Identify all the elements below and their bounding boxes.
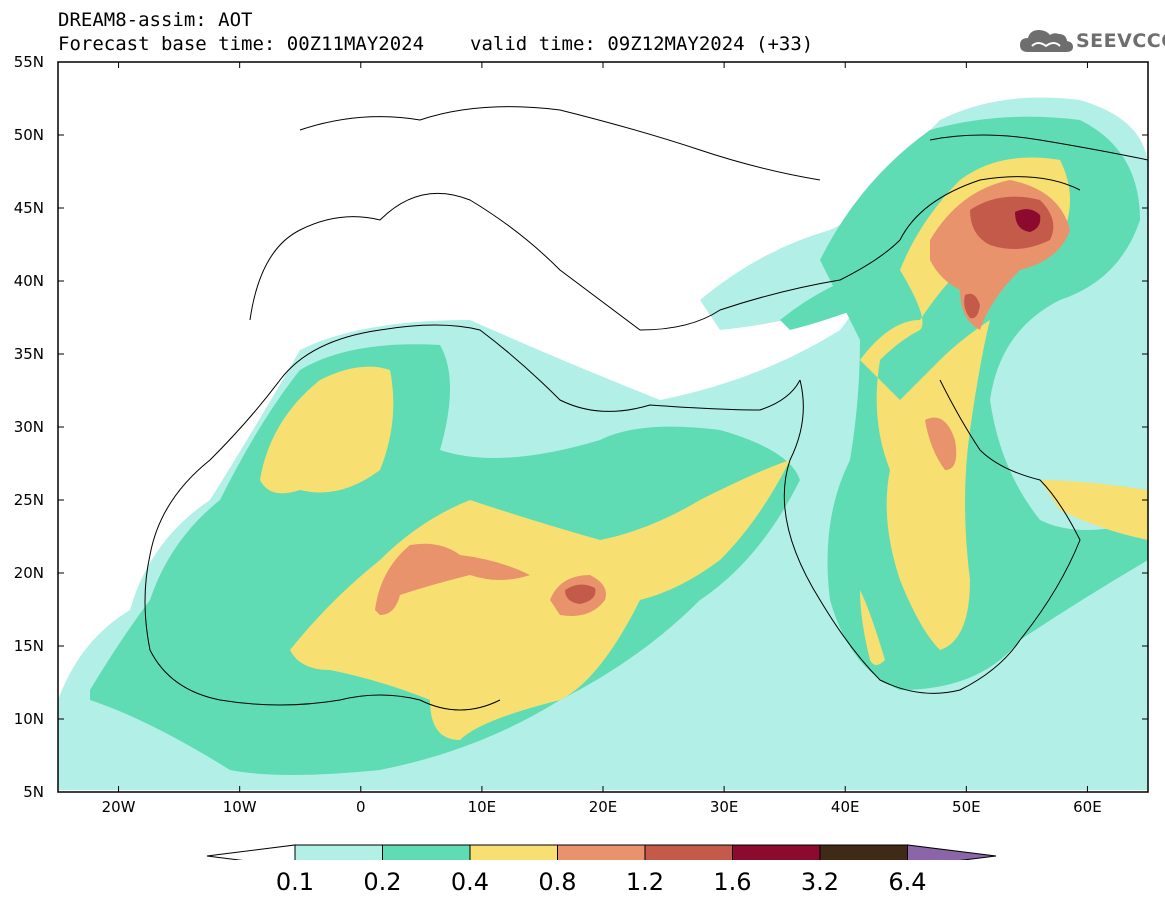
colorbar-labels: 0.1 0.2 0.4 0.8 1.2 1.6 3.2 6.4 xyxy=(0,868,1165,896)
colorbar-level-label: 0.4 xyxy=(450,868,490,896)
lat-label: 50N xyxy=(13,126,44,144)
colorbar-swatch xyxy=(557,844,646,860)
lat-label: 10N xyxy=(13,710,44,728)
lat-label: 45N xyxy=(13,199,44,217)
aot-0.4-region xyxy=(860,157,1070,650)
aot-0.4-region xyxy=(1040,480,1148,540)
cloud-icon xyxy=(1020,30,1073,52)
lon-label: 50E xyxy=(952,798,981,816)
aot-field xyxy=(58,97,1148,790)
lon-label: 10W xyxy=(222,798,257,816)
aot-0.2-region xyxy=(780,270,880,330)
lon-label: 0 xyxy=(355,798,366,816)
colorbar-swatch xyxy=(382,844,471,860)
axis-ticks xyxy=(58,61,1148,793)
lon-label: 40E xyxy=(830,798,860,816)
lon-label: 30E xyxy=(709,798,739,816)
aot-0.8-region xyxy=(925,417,957,470)
colorbar-high-arrow xyxy=(907,844,997,860)
aot-1.2-region xyxy=(964,293,980,319)
lat-label: 5N xyxy=(23,783,44,801)
aot-0.4-region xyxy=(290,460,790,740)
aot-1.2-region xyxy=(565,584,596,604)
colorbar-swatch xyxy=(294,844,383,860)
map-subtitle: Forecast base time: 00Z11MAY2024 valid ti… xyxy=(58,33,813,55)
seevccc-logo: SEEVCCC xyxy=(1018,26,1165,58)
colorbar-level-label: 6.4 xyxy=(888,868,927,896)
colorbar-swatch xyxy=(644,844,733,860)
valid-time-text: valid time: 09Z12MAY2024 (+33) xyxy=(470,33,814,55)
aot-0.8-region xyxy=(375,543,530,615)
aot-0.4-region xyxy=(860,590,885,665)
colorbar-level-label: 3.2 xyxy=(800,868,840,896)
colorbar-level-label: 1.6 xyxy=(713,868,752,896)
lat-label: 15N xyxy=(13,637,44,655)
lat-label: 35N xyxy=(13,345,44,363)
lat-label: 55N xyxy=(13,53,44,71)
colorbar xyxy=(206,844,997,860)
colorbar-level-label: 0.2 xyxy=(363,868,402,896)
lon-label: 60E xyxy=(1073,798,1102,816)
aot-0.4-region xyxy=(260,366,394,494)
aot-1.2-region xyxy=(970,196,1054,249)
lat-label: 25N xyxy=(13,491,44,509)
lat-label: 20N xyxy=(13,564,44,582)
base-time-text: Forecast base time: 00Z11MAY2024 xyxy=(58,33,425,55)
colorbar-swatch xyxy=(819,844,908,860)
colorbar-swatch xyxy=(469,844,558,860)
lon-label: 20W xyxy=(101,798,136,816)
aot-1.6-region xyxy=(1015,209,1041,232)
colorbar-swatch xyxy=(732,844,821,860)
colorbar-level-label: 0.8 xyxy=(538,868,577,896)
logo-text: SEEVCCC xyxy=(1076,30,1165,52)
colorbar-level-label: 1.2 xyxy=(625,868,665,896)
lat-label: 40N xyxy=(13,272,44,290)
aot-map xyxy=(57,61,1149,860)
colorbar-low-arrow xyxy=(206,844,296,860)
colorbar-level-label: 0.1 xyxy=(275,868,315,896)
coastlines xyxy=(144,106,1148,711)
lon-label: 20E xyxy=(588,798,618,816)
lon-label: 10E xyxy=(467,798,497,816)
map-title: DREAM8-assim: AOT xyxy=(58,9,253,31)
lat-label: 30N xyxy=(13,418,44,436)
